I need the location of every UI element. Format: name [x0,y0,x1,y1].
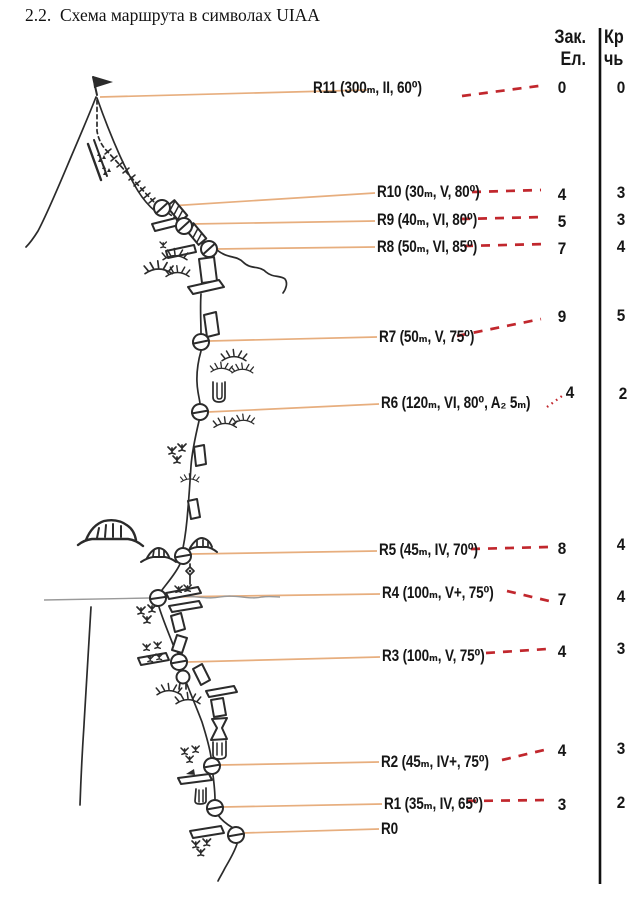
belay-station-r0-icon [225,824,247,846]
zak-value-r3: 4 [557,642,567,661]
summit-flag-icon [92,76,113,96]
kr-value-r10: 3 [616,183,626,202]
belay-station-r4-icon [147,587,169,609]
tree-icon [175,669,191,690]
pitch-label-r9: R9 (40ₘ, VI, 80⁰) [377,211,478,229]
kr-value-r3: 3 [616,639,626,658]
column-header-kr-line2: чь [604,49,624,70]
red-dash-pointers [456,83,563,803]
rock-features [137,199,238,882]
zak-value-r9: 5 [557,212,567,231]
pitch-label-r5: R5 (45ₘ, IV, 70⁰) [379,541,478,559]
belay-station-r1-icon [204,797,226,819]
belay-station-r6-icon [189,401,211,423]
vegetation [136,247,256,857]
column-header-kr-line1: Кр [604,27,624,48]
zak-value-r11: 0 [557,78,567,97]
pitch-label-r4: R4 (100ₘ, V+, 75⁰) [382,584,494,602]
pitch-label-r0: R0 [381,820,398,838]
pitch-label-r10: R10 (30ₘ, V, 80⁰) [377,183,480,201]
pitch-label-r3: R3 (100ₘ, V, 75⁰) [382,647,485,665]
zak-value-r7: 9 [557,307,567,326]
belay-station-r3-icon [168,651,190,673]
kr-value-r9: 3 [616,210,626,229]
pitch-label-r1: R1 (35ₘ, IV, 65⁰) [384,795,483,813]
zak-value-r4: 7 [557,590,567,609]
column-header-zak-line2: Ел. [560,49,586,70]
pitch-label-r6: R6 (120ₘ, VI, 80⁰, A₂ 5ₘ) [381,394,531,412]
belay-station-r10-icon [149,195,175,221]
pitch-label-r7: R7 (50ₘ, V, 75⁰) [379,328,475,346]
zak-value-r10: 4 [557,185,567,204]
zak-value-r8: 7 [557,239,567,258]
overhang-icons [76,518,218,563]
couloir-rockfall [86,139,111,182]
kr-value-r1: 2 [616,793,626,812]
column-header-zak-line1: Зак. [554,27,586,48]
zak-value-r5: 8 [557,539,567,558]
pitch-label-r11: R11 (300ₘ, II, 60⁰) [313,79,422,97]
terrain-lines [25,96,288,806]
zak-value-r1: 3 [557,795,567,814]
kr-value-r4: 4 [616,587,626,606]
pitch-label-r2: R2 (45ₘ, IV+, 75⁰) [381,753,489,771]
pitch-label-r8: R8 (50ₘ, VI, 85⁰) [377,238,478,256]
piton-icon [185,563,195,585]
page-title: 2.2. Схема маршрута в символах UIAA [25,5,320,25]
kr-value-r5: 4 [616,535,626,554]
leader-lines [99,89,383,834]
kr-value-r2: 3 [616,739,626,758]
kr-value-r7: 5 [616,306,626,325]
kr-value-r11: 0 [616,78,626,97]
kr-value-r6: 2 [618,384,628,403]
zak-value-r6: 4 [565,383,575,402]
kr-value-r8: 4 [616,237,626,256]
zak-value-r2: 4 [557,741,567,760]
